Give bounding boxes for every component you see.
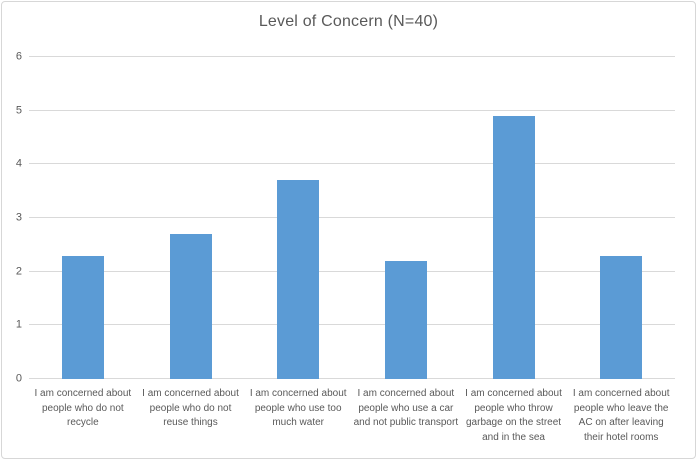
y-tick-label: 0 bbox=[15, 372, 22, 385]
gridline bbox=[29, 109, 675, 111]
bar bbox=[492, 116, 535, 379]
x-category-label: I am concerned about people who throw ga… bbox=[465, 388, 562, 443]
x-axis-labels: I am concerned about people who do not r… bbox=[29, 387, 675, 445]
bar-cell bbox=[460, 57, 568, 379]
bar bbox=[600, 255, 643, 379]
x-category-label: I am concerned about people who do not r… bbox=[34, 388, 132, 428]
gridline bbox=[29, 378, 675, 379]
y-axis-labels: 0 1 2 3 4 5 6 bbox=[2, 51, 22, 384]
y-tick-label: 5 bbox=[15, 104, 22, 117]
bar-cell bbox=[244, 57, 352, 379]
bar bbox=[384, 260, 427, 379]
gridline bbox=[29, 217, 675, 218]
gridline bbox=[29, 56, 675, 57]
y-tick-label: 3 bbox=[15, 211, 22, 224]
gridline bbox=[29, 324, 675, 326]
y-tick-label: 6 bbox=[15, 50, 22, 63]
bar bbox=[169, 234, 212, 379]
y-tick-label: 4 bbox=[15, 157, 22, 170]
bar-cell bbox=[137, 57, 245, 379]
chart-title: Level of Concern (N=40) bbox=[258, 13, 439, 30]
gridline bbox=[29, 270, 675, 272]
bar-cell bbox=[29, 57, 137, 379]
y-tick-label: 1 bbox=[15, 318, 22, 331]
bars-group bbox=[29, 57, 675, 379]
bar bbox=[61, 255, 104, 379]
x-category-label: I am concerned about people who leave th… bbox=[572, 388, 670, 443]
bar-cell bbox=[352, 57, 460, 379]
y-tick-label: 2 bbox=[15, 265, 22, 278]
plot-area bbox=[29, 56, 675, 379]
x-category-label: I am concerned about people who use a ca… bbox=[353, 388, 459, 428]
bar-cell bbox=[567, 57, 675, 379]
x-category-label: I am concerned about people who do not r… bbox=[142, 388, 239, 428]
gridline bbox=[29, 163, 675, 165]
bar bbox=[277, 180, 320, 379]
x-category-label: I am concerned about people who use too … bbox=[249, 388, 347, 428]
